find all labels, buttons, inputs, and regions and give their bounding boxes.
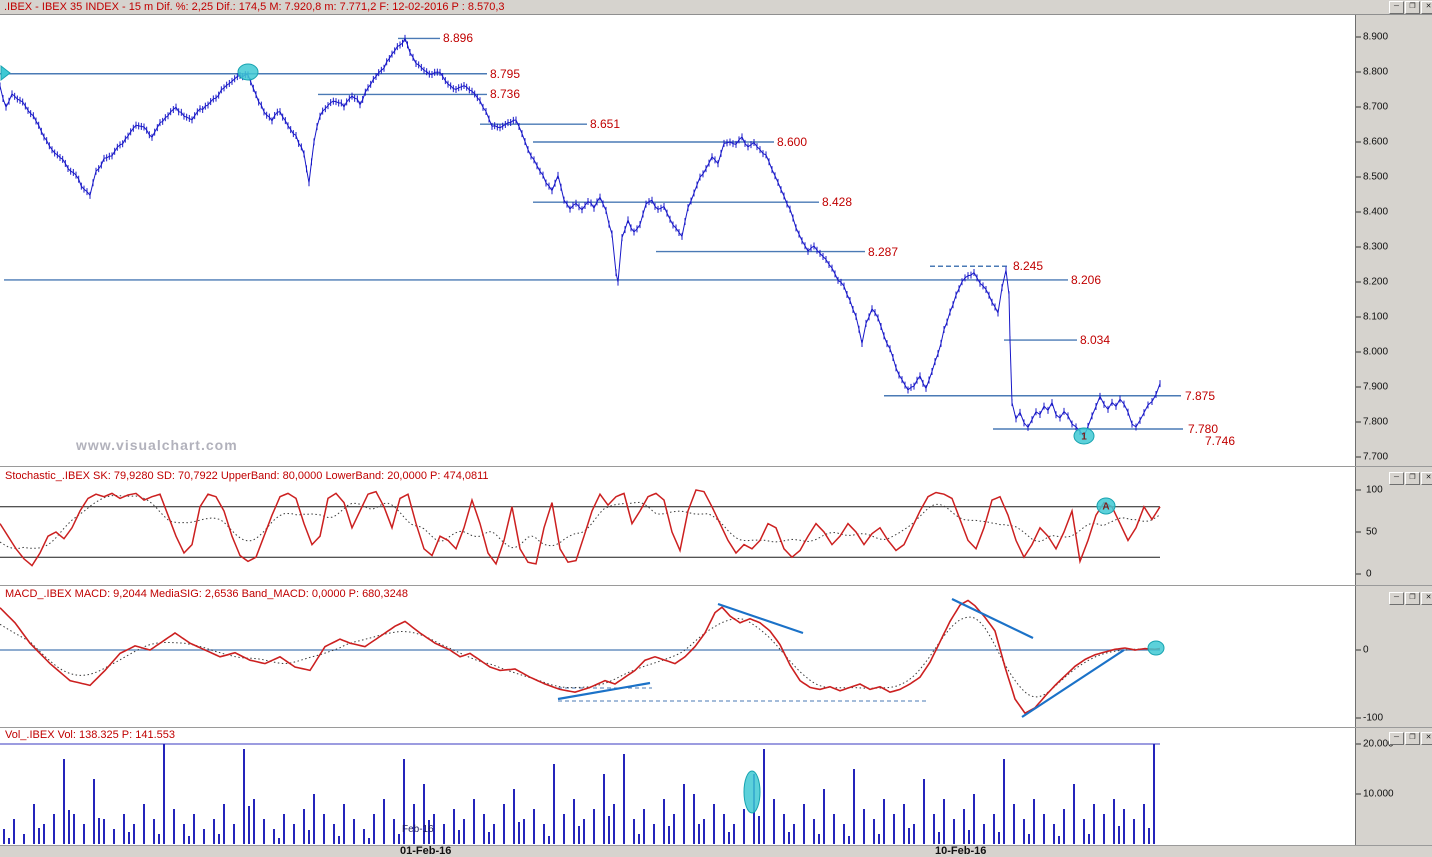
macd-signal-line [0,616,1161,698]
panel-separator [0,727,1432,728]
restore-icon[interactable]: ❐ [1405,592,1420,605]
panel-separator [0,466,1432,467]
window-controls-macd: ─ ❐ ✕ [1389,592,1432,605]
instrument-summary: .IBEX - IBEX 35 INDEX - 15 m Dif. %: 2,2… [4,1,505,13]
highlight-marker [1096,497,1116,515]
price-series [0,37,1161,438]
macd-trendline [951,598,1034,639]
minimize-icon[interactable]: ─ [1389,472,1404,485]
restore-icon[interactable]: ❐ [1405,1,1420,14]
price-axis-strip [1356,0,1432,857]
minimize-icon[interactable]: ─ [1389,1,1404,14]
date-label-feb10: 10-Feb-16 [935,845,987,857]
close-icon[interactable]: ✕ [1421,732,1432,745]
close-icon[interactable]: ✕ [1421,592,1432,605]
axis-separator [1355,0,1356,857]
stoch-line [0,489,1161,567]
window-controls-stochastic: ─ ❐ ✕ [1389,472,1432,485]
main-chart-titlebar: .IBEX - IBEX 35 INDEX - 15 m Dif. %: 2,2… [0,0,1432,15]
watermark: www.visualchart.com [76,437,238,453]
macd-trendline [1021,649,1125,718]
macd-line [0,599,1161,715]
window-controls-volume: ─ ❐ ✕ [1389,732,1432,745]
date-label-feb01: 01-Feb-16 [400,845,452,857]
macd-header: MACD_.IBEX MACD: 9,2044 MediaSIG: 2,6536… [5,588,408,600]
restore-icon[interactable]: ❐ [1405,472,1420,485]
volume-header: Vol_.IBEX Vol: 138.325 P: 141.553 [5,729,176,741]
time-axis-bar [0,845,1432,857]
left-edge-marker [0,64,11,82]
marker-label: A [1102,502,1109,513]
restore-icon[interactable]: ❐ [1405,732,1420,745]
window-controls-main: ─ ❐ ✕ [1389,1,1432,14]
minimize-icon[interactable]: ─ [1389,732,1404,745]
highlight-marker [237,63,259,81]
highlight-marker [1073,427,1095,445]
marker-label: 1 [1081,432,1087,443]
macd-trendline [717,602,804,635]
highlight-marker [743,770,761,814]
close-icon[interactable]: ✕ [1421,472,1432,485]
close-icon[interactable]: ✕ [1421,1,1432,14]
minimize-icon[interactable]: ─ [1389,592,1404,605]
highlight-marker [1147,640,1165,656]
stochastic-header: Stochastic_.IBEX SK: 79,9280 SD: 70,7922… [5,470,489,482]
macd-trendline [557,681,651,701]
inner-date-label: Feb-16 [402,824,434,835]
panel-separator [0,585,1432,586]
